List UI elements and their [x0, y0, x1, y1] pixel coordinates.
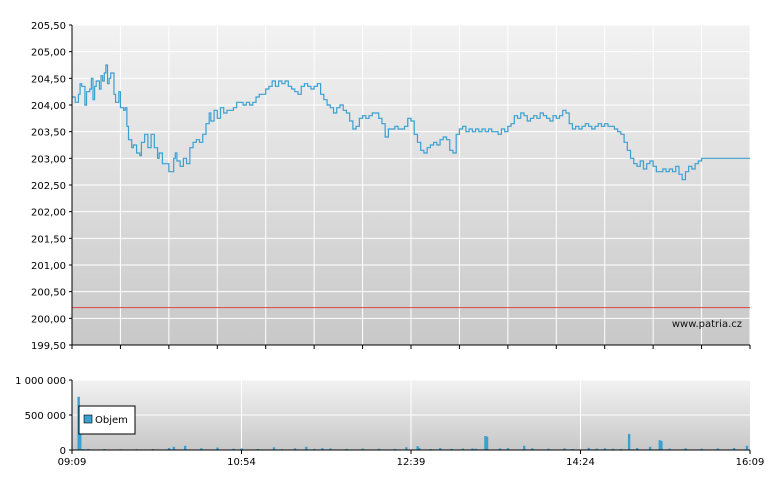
volume-bar: [200, 448, 203, 450]
volume-y-tick-label: 1 000 000: [15, 376, 66, 387]
volume-bar: [485, 436, 489, 450]
volume-bar: [167, 448, 171, 450]
volume-bar: [418, 447, 421, 450]
volume-bar: [716, 448, 720, 450]
volume-bar: [184, 445, 187, 450]
volume-bar: [619, 448, 623, 450]
volume-bar: [393, 448, 397, 450]
volume-bar: [627, 433, 631, 450]
volume-bar: [660, 440, 663, 450]
volume-bar: [216, 447, 219, 450]
time-x-tick-label: 09:09: [58, 457, 87, 468]
price-y-tick-label: 205,00: [31, 48, 66, 59]
volume-y-axis-ticks: 0 500 000 1 000 000: [15, 376, 72, 457]
volume-bar: [603, 448, 607, 450]
volume-bar: [498, 448, 502, 450]
price-y-tick-label: 201,50: [31, 234, 66, 245]
price-y-tick-label: 204,50: [31, 74, 66, 85]
volume-bar: [439, 448, 442, 450]
price-y-tick-label: 201,00: [31, 261, 66, 272]
volume-bar: [658, 440, 661, 450]
volume-x-axis-ticks: 09:09 10:54 12:39 14:24 16:09: [58, 450, 765, 468]
time-x-tick-label: 10:54: [227, 457, 256, 468]
legend-label: Objem: [95, 415, 128, 426]
time-x-tick-label: 12:39: [397, 457, 426, 468]
volume-bar: [232, 448, 235, 450]
volume-bar: [547, 448, 550, 450]
volume-bar: [240, 448, 243, 450]
price-y-tick-label: 203,50: [31, 128, 66, 139]
price-series-line: [72, 64, 750, 181]
volume-bar: [329, 448, 332, 450]
volume-bar: [272, 447, 276, 450]
volume-bar: [668, 448, 671, 450]
price-y-tick-label: 204,00: [31, 101, 66, 112]
volume-bar: [523, 445, 526, 450]
volume-bar: [611, 448, 615, 450]
volume-bar: [461, 448, 465, 450]
volume-bar: [484, 436, 487, 450]
watermark-text: www.patria.cz: [672, 319, 742, 330]
volume-bar: [506, 448, 510, 450]
volume-y-tick-label: 500 000: [25, 411, 66, 422]
legend-swatch: [83, 414, 93, 424]
volume-bar: [474, 448, 477, 450]
price-y-tick-label: 202,00: [31, 208, 66, 219]
volume-bar: [79, 420, 82, 450]
volume-bar: [405, 447, 408, 450]
volume-bar: [587, 447, 590, 450]
price-y-tick-label: 199,50: [31, 341, 66, 352]
volume-bar: [293, 448, 297, 450]
volume-bar: [416, 446, 419, 450]
price-x-axis-ticks: [71, 345, 751, 349]
volume-bar: [361, 448, 364, 450]
volume-bar: [321, 448, 324, 450]
price-y-axis-ticks: 199,50 200,00 200,50 201,00 201,50 202,00 202,…: [31, 21, 72, 352]
volume-bar: [172, 446, 176, 450]
price-y-tick-label: 205,50: [31, 21, 66, 32]
volume-bar: [745, 445, 749, 450]
volume-bar: [563, 448, 566, 450]
volume-panel: 0 500 000 1 000 000 09:09 10:54 12:39 14:24 16…: [15, 376, 764, 468]
legend-box: [78, 405, 136, 435]
volume-bar: [684, 448, 687, 450]
volume-bar: [305, 446, 308, 450]
volume-bar: [87, 448, 90, 450]
volume-bar: [595, 448, 599, 450]
time-x-tick-label: 14:24: [566, 457, 595, 468]
price-panel: 199,50 200,00 200,50 201,00 201,50 202,00 202,…: [31, 21, 751, 352]
volume-bar: [471, 448, 474, 450]
time-x-tick-label: 16:09: [736, 457, 765, 468]
volume-bar: [636, 448, 639, 450]
price-y-tick-label: 202,50: [31, 181, 66, 192]
volume-bar: [450, 448, 453, 450]
volume-bar: [648, 446, 652, 450]
volume-bar: [531, 448, 534, 450]
volume-bar: [732, 448, 736, 450]
volume-bar: [377, 448, 381, 450]
volume-y-tick-label: 0: [60, 446, 66, 457]
price-y-tick-label: 200,50: [31, 288, 66, 299]
volume-bar: [700, 448, 703, 450]
volume-bar: [313, 448, 316, 450]
volume-legend: Objem: [78, 405, 136, 435]
price-y-tick-label: 203,00: [31, 154, 66, 165]
price-y-tick-label: 200,00: [31, 314, 66, 325]
